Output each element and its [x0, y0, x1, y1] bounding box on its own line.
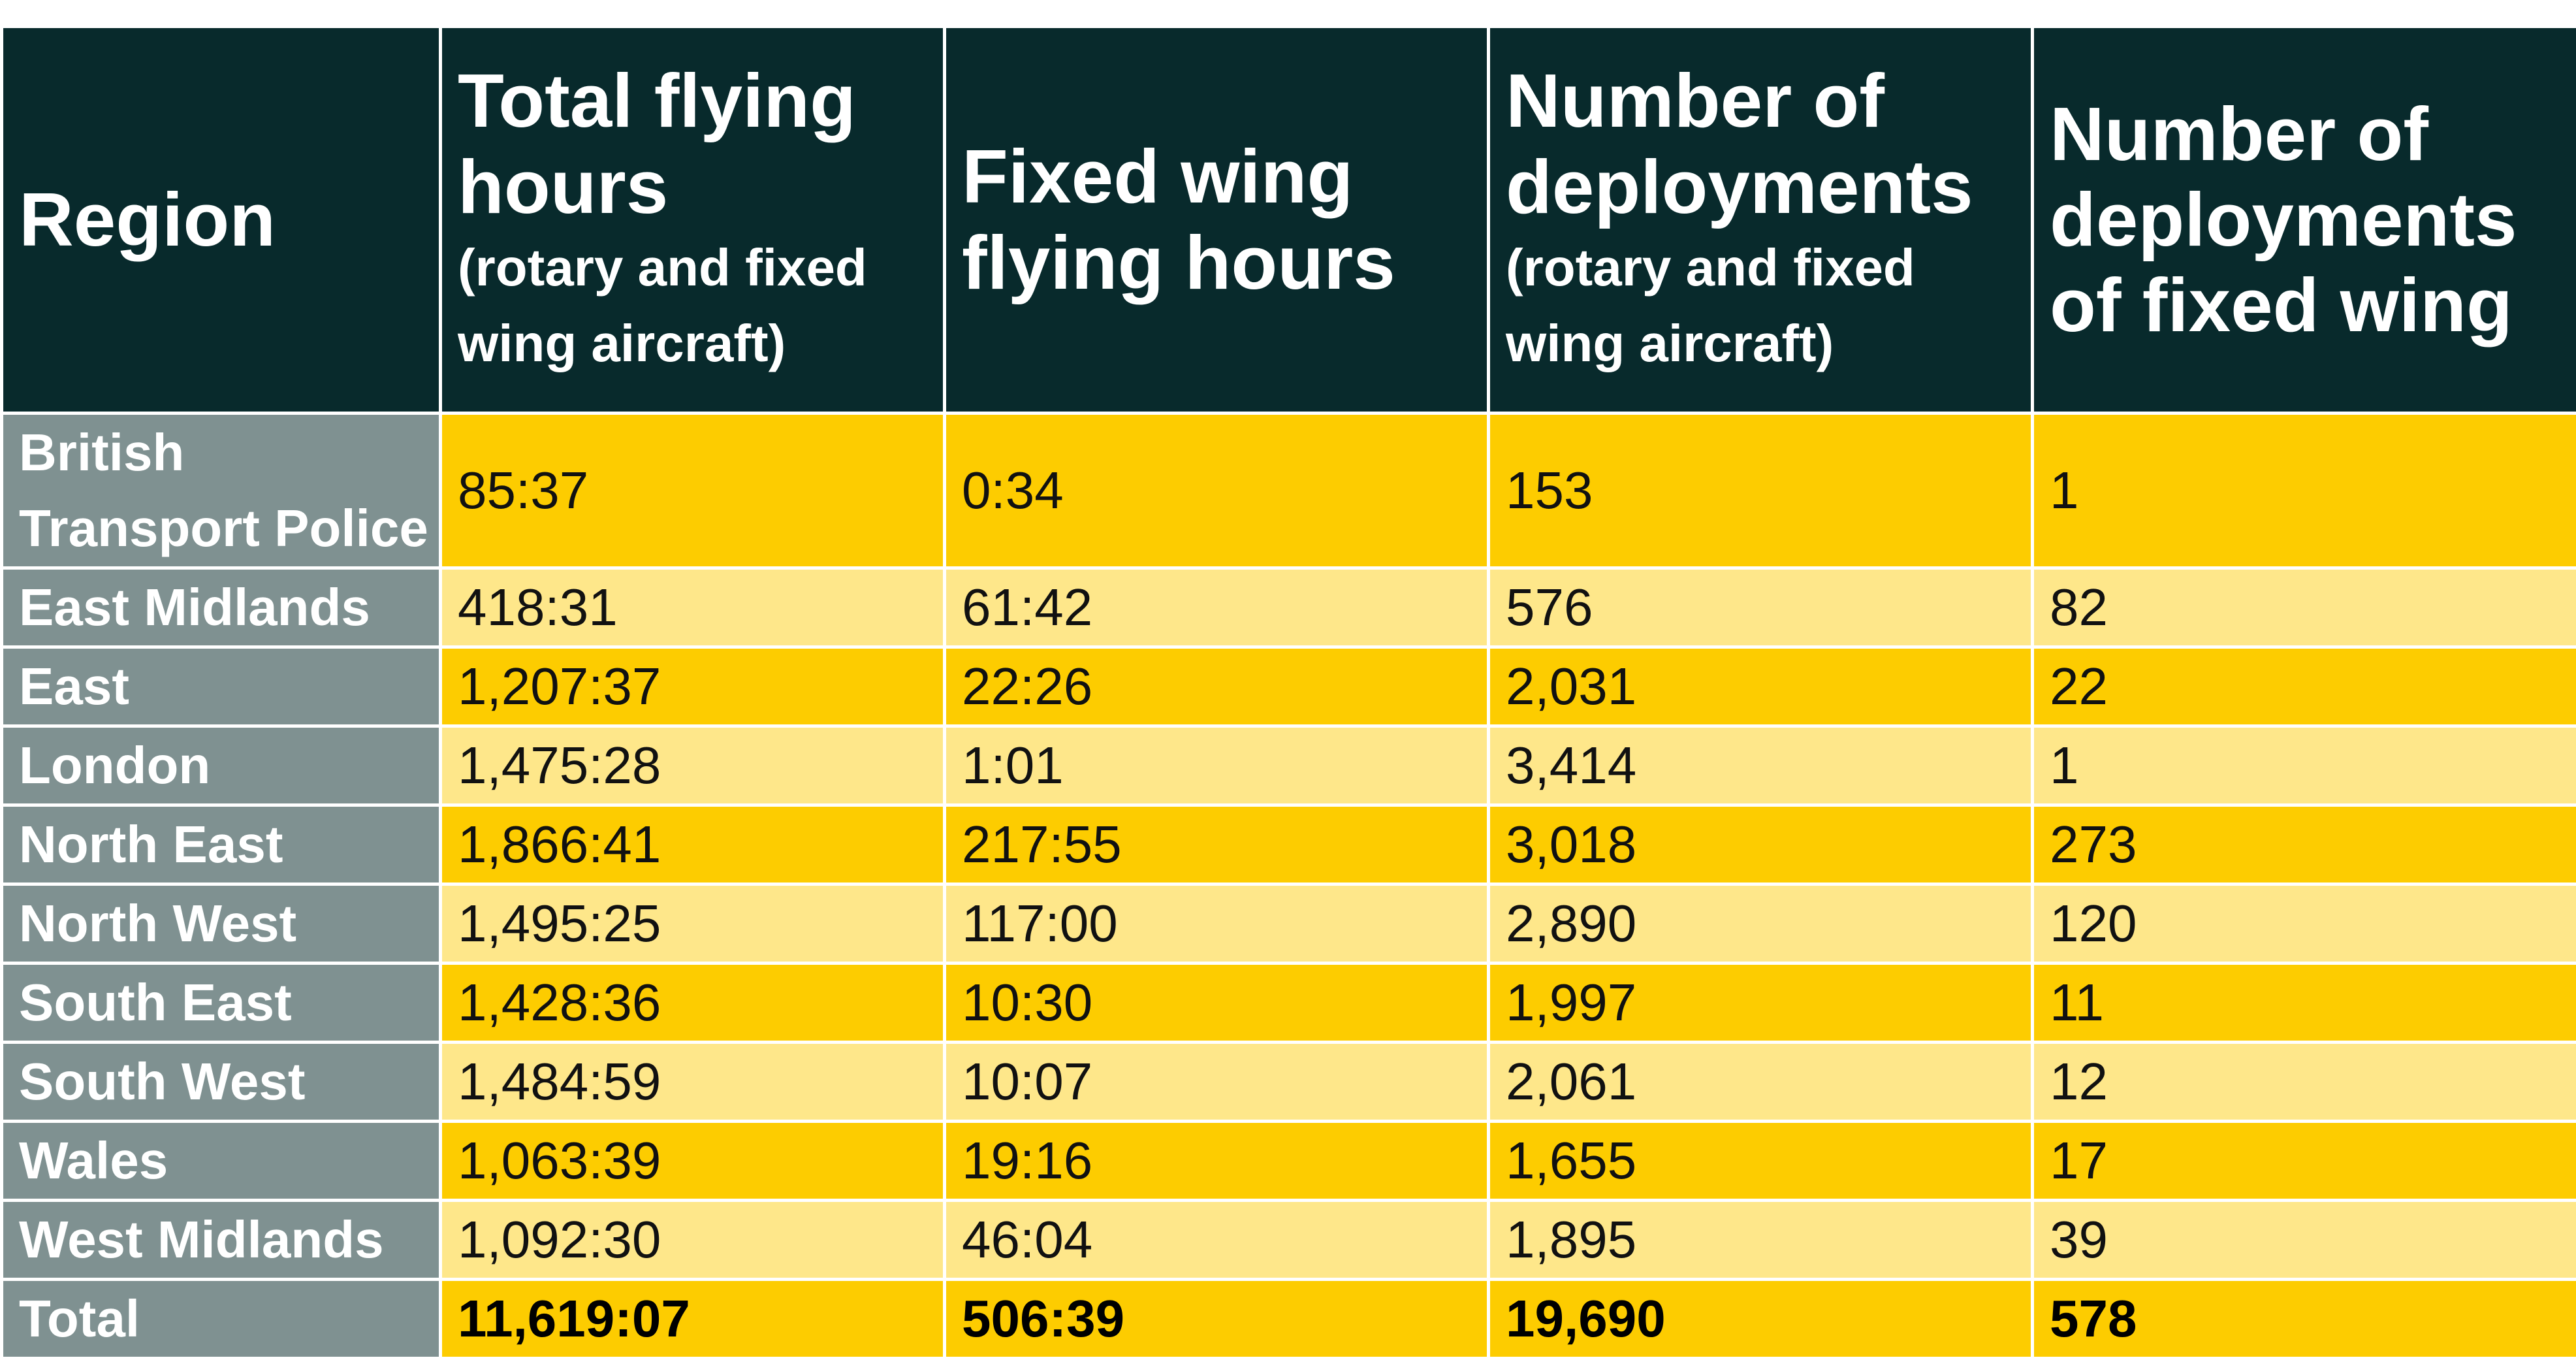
- region-cell: West Midlands: [2, 1201, 441, 1280]
- header-sub-label: (rotary and fixed wing aircraft): [458, 230, 943, 381]
- deployments-cell: 3,018: [1489, 805, 2033, 884]
- region-cell: East: [2, 647, 441, 726]
- header-row: Region Total flying hours (rotary and fi…: [2, 27, 2576, 413]
- table-row: South East 1,428:36 10:30 1,997 11: [2, 963, 2576, 1043]
- header-total-flying-hours: Total flying hours (rotary and fixed win…: [441, 27, 945, 413]
- fixed-hours-sum-cell: 506:39: [945, 1280, 1489, 1359]
- fixed-deployments-cell: 11: [2033, 963, 2576, 1043]
- table-row: Wales 1,063:39 19:16 1,655 17: [2, 1122, 2576, 1201]
- deployments-cell: 576: [1489, 568, 2033, 647]
- table-row: West Midlands 1,092:30 46:04 1,895 39: [2, 1201, 2576, 1280]
- header-sub-label: (rotary and fixed wing aircraft): [1506, 230, 2031, 381]
- fixed-hours-cell: 0:34: [945, 413, 1489, 568]
- fixed-deployments-cell: 1: [2033, 413, 2576, 568]
- total-hours-cell: 85:37: [441, 413, 945, 568]
- header-fixed-wing-flying-hours: Fixed wing flying hours: [945, 27, 1489, 413]
- table-row: London 1,475:28 1:01 3,414 1: [2, 726, 2576, 805]
- deployments-cell: 1,655: [1489, 1122, 2033, 1201]
- table-body: British Transport Police 85:37 0:34 153 …: [2, 413, 2576, 1359]
- header-deployments-fixed-wing: Number of deployments of fixed wing: [2033, 27, 2576, 413]
- fixed-deployments-cell: 17: [2033, 1122, 2576, 1201]
- deployments-cell: 3,414: [1489, 726, 2033, 805]
- table-row: British Transport Police 85:37 0:34 153 …: [2, 413, 2576, 568]
- total-hours-cell: 1,484:59: [441, 1043, 945, 1122]
- header-main-label: Total flying hours: [458, 58, 943, 229]
- table-row: North East 1,866:41 217:55 3,018 273: [2, 805, 2576, 884]
- region-cell: North West: [2, 884, 441, 963]
- deployments-cell: 2,061: [1489, 1043, 2033, 1122]
- deployments-cell: 1,997: [1489, 963, 2033, 1043]
- fixed-deployments-cell: 22: [2033, 647, 2576, 726]
- deployments-sum-cell: 19,690: [1489, 1280, 2033, 1359]
- header-main-label: Number of deployments: [1506, 58, 2031, 229]
- fixed-hours-cell: 61:42: [945, 568, 1489, 647]
- region-cell: London: [2, 726, 441, 805]
- fixed-deployments-cell: 82: [2033, 568, 2576, 647]
- fixed-deployments-cell: 273: [2033, 805, 2576, 884]
- total-hours-cell: 1,092:30: [441, 1201, 945, 1280]
- region-cell: South West: [2, 1043, 441, 1122]
- fixed-hours-cell: 1:01: [945, 726, 1489, 805]
- fixed-hours-cell: 10:30: [945, 963, 1489, 1043]
- table-row: East Midlands 418:31 61:42 576 82: [2, 568, 2576, 647]
- fixed-deployments-cell: 39: [2033, 1201, 2576, 1280]
- total-hours-cell: 1,475:28: [441, 726, 945, 805]
- fixed-hours-cell: 10:07: [945, 1043, 1489, 1122]
- total-hours-cell: 1,495:25: [441, 884, 945, 963]
- total-hours-cell: 1,207:37: [441, 647, 945, 726]
- region-cell: North East: [2, 805, 441, 884]
- fixed-deployments-cell: 12: [2033, 1043, 2576, 1122]
- header-region: Region: [2, 27, 441, 413]
- region-cell: British Transport Police: [2, 413, 441, 568]
- deployments-cell: 153: [1489, 413, 2033, 568]
- fixed-hours-cell: 46:04: [945, 1201, 1489, 1280]
- fixed-deployments-cell: 1: [2033, 726, 2576, 805]
- total-label-cell: Total: [2, 1280, 441, 1359]
- fixed-hours-cell: 217:55: [945, 805, 1489, 884]
- header-number-of-deployments: Number of deployments (rotary and fixed …: [1489, 27, 2033, 413]
- region-cell: South East: [2, 963, 441, 1043]
- header-main-label: Number of deployments of fixed wing: [2050, 91, 2576, 348]
- deployments-cell: 1,895: [1489, 1201, 2033, 1280]
- fixed-deployments-sum-cell: 578: [2033, 1280, 2576, 1359]
- total-hours-cell: 418:31: [441, 568, 945, 647]
- total-hours-cell: 1,428:36: [441, 963, 945, 1043]
- total-row: Total 11,619:07 506:39 19,690 578: [2, 1280, 2576, 1359]
- header-main-label: Region: [19, 177, 439, 263]
- deployments-cell: 2,890: [1489, 884, 2033, 963]
- fixed-hours-cell: 117:00: [945, 884, 1489, 963]
- fixed-hours-cell: 19:16: [945, 1122, 1489, 1201]
- total-hours-sum-cell: 11,619:07: [441, 1280, 945, 1359]
- table-row: North West 1,495:25 117:00 2,890 120: [2, 884, 2576, 963]
- total-hours-cell: 1,063:39: [441, 1122, 945, 1201]
- total-hours-cell: 1,866:41: [441, 805, 945, 884]
- region-cell: East Midlands: [2, 568, 441, 647]
- header-main-label: Fixed wing flying hours: [962, 134, 1487, 305]
- fixed-hours-cell: 22:26: [945, 647, 1489, 726]
- flying-hours-table: Region Total flying hours (rotary and fi…: [0, 25, 2576, 1360]
- table-header: Region Total flying hours (rotary and fi…: [2, 27, 2576, 413]
- deployments-cell: 2,031: [1489, 647, 2033, 726]
- table-row: South West 1,484:59 10:07 2,061 12: [2, 1043, 2576, 1122]
- fixed-deployments-cell: 120: [2033, 884, 2576, 963]
- table-row: East 1,207:37 22:26 2,031 22: [2, 647, 2576, 726]
- region-cell: Wales: [2, 1122, 441, 1201]
